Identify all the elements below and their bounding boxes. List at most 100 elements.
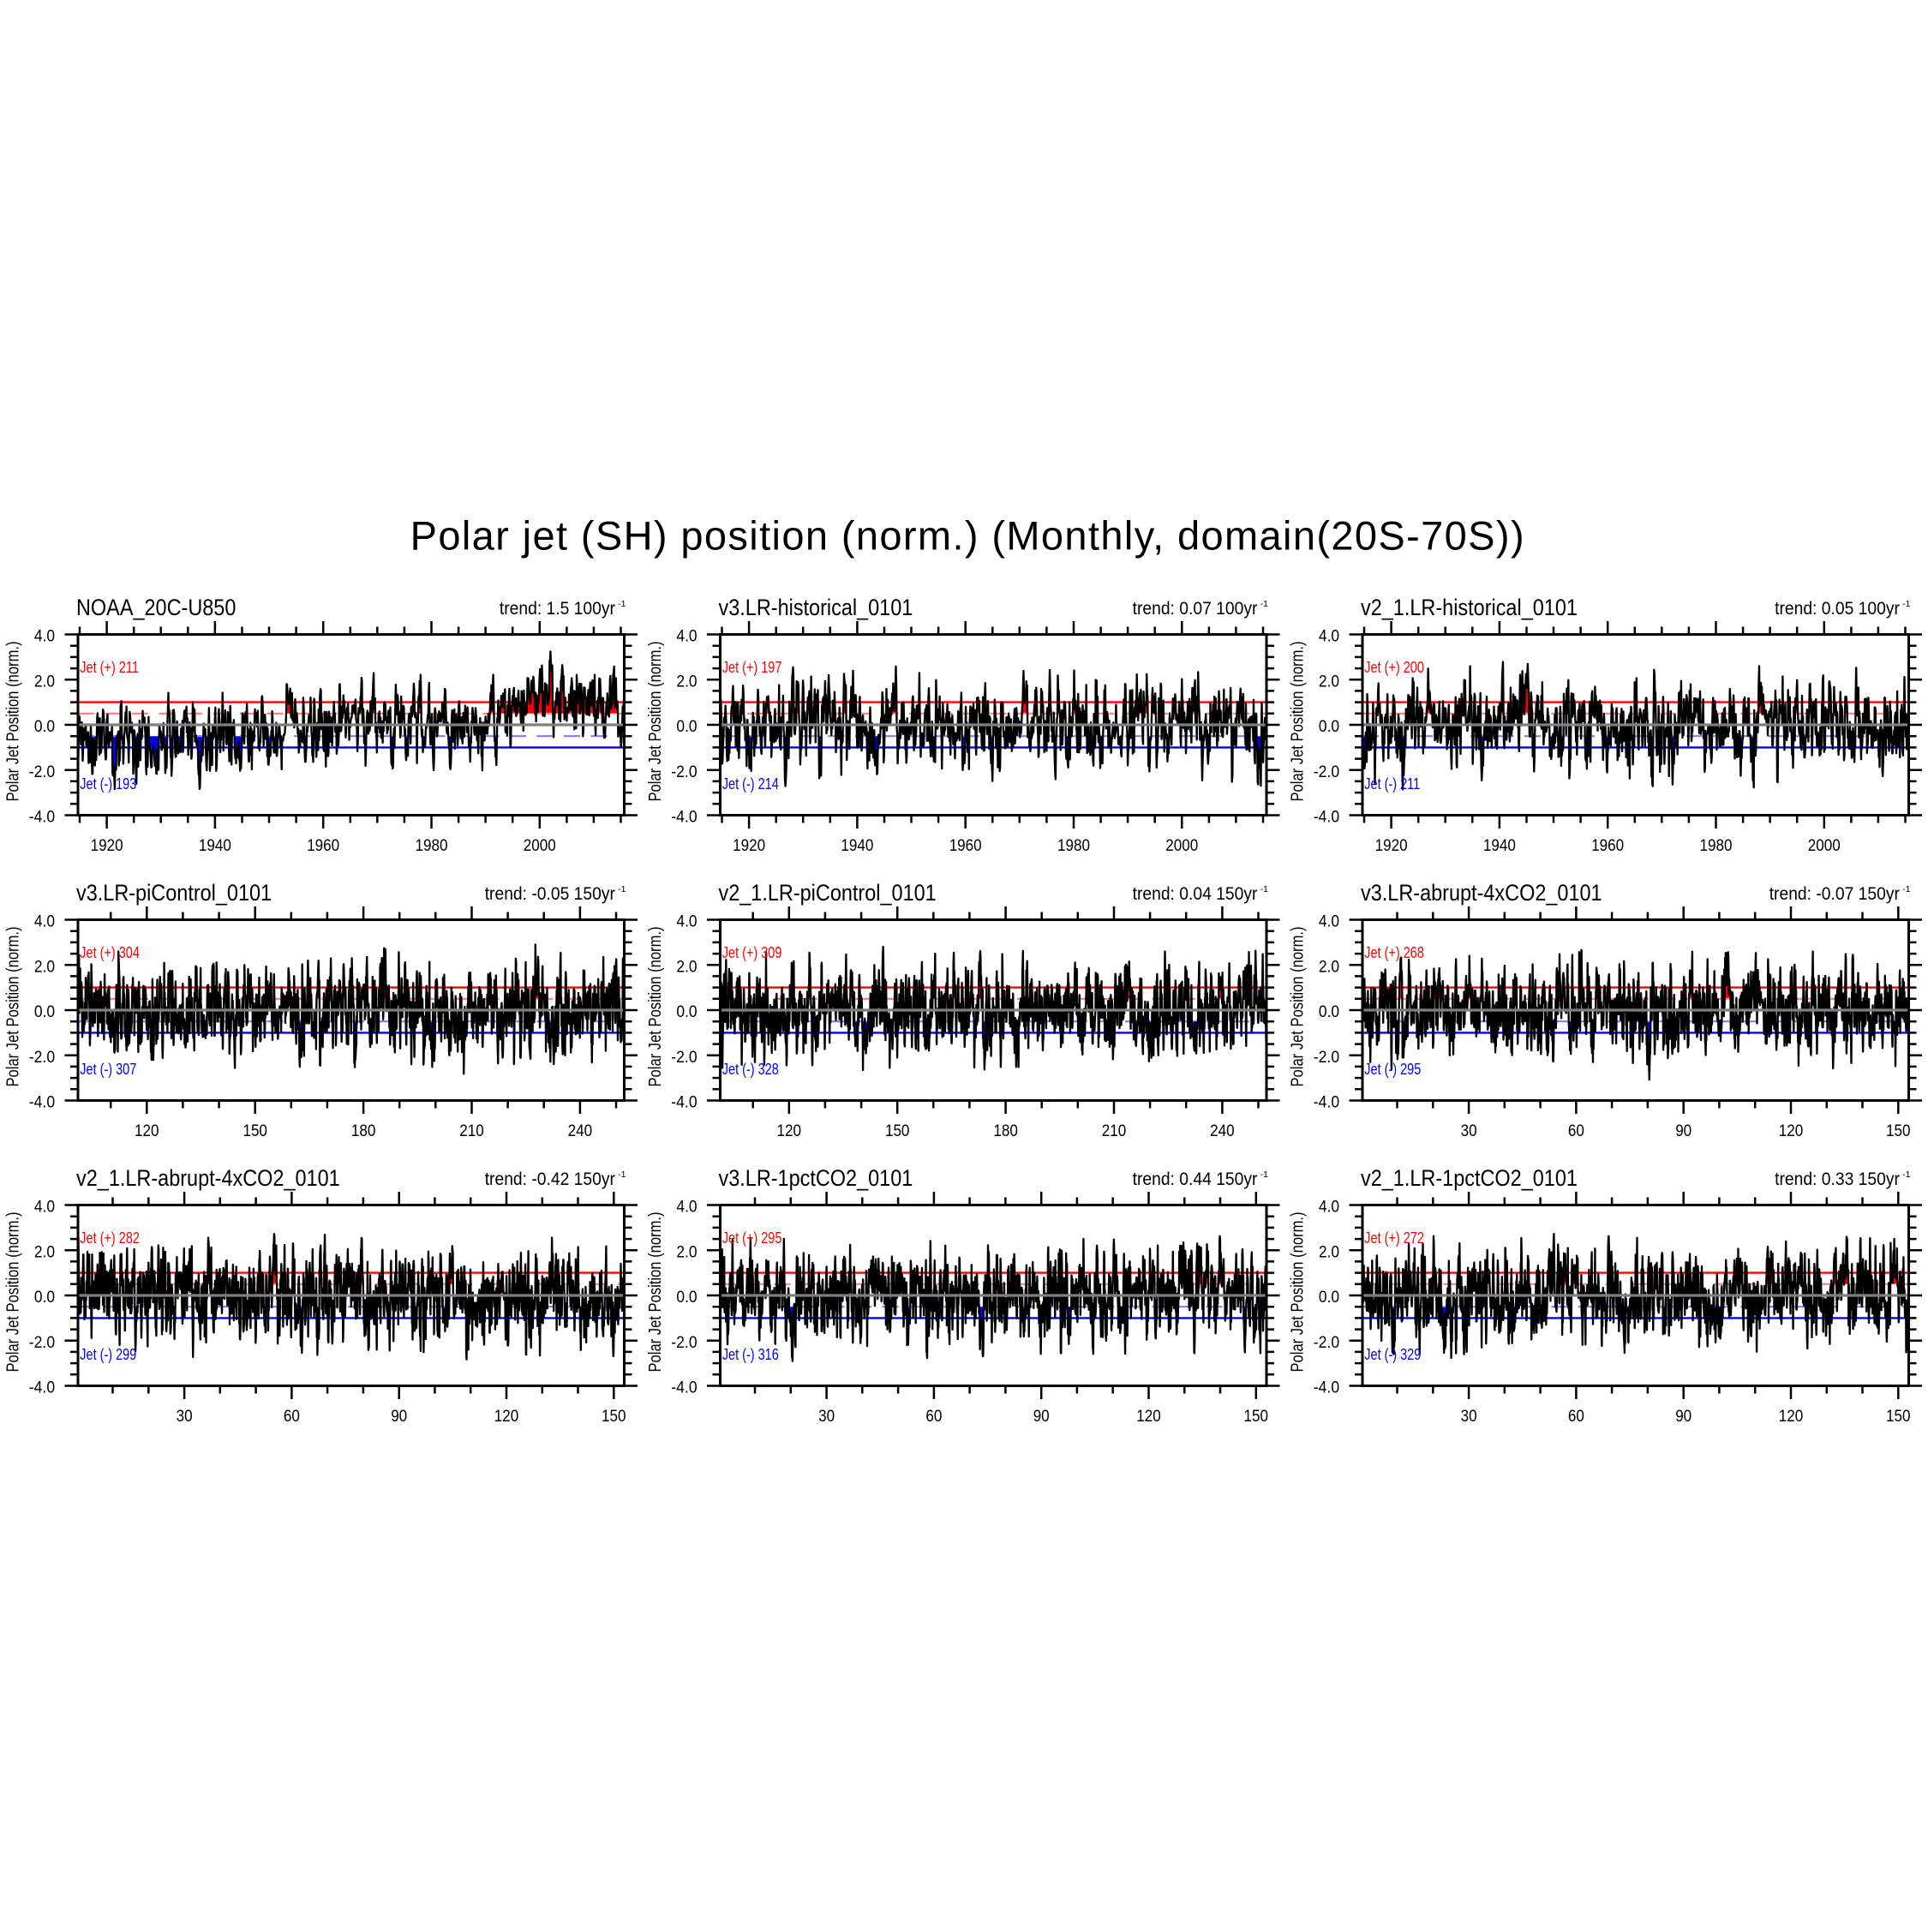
svg-text:-4.0: -4.0 (671, 1379, 697, 1397)
svg-text:150: 150 (242, 1122, 267, 1140)
svg-text:240: 240 (1210, 1122, 1235, 1140)
svg-text:-2.0: -2.0 (1314, 763, 1339, 781)
svg-text:trend: 0.44 150yr: trend: 0.44 150yr (1133, 1169, 1258, 1189)
svg-text:60: 60 (284, 1408, 300, 1426)
svg-text:90: 90 (1675, 1122, 1691, 1140)
svg-text:2.0: 2.0 (34, 1243, 55, 1262)
svg-text:210: 210 (1102, 1122, 1127, 1140)
svg-text:30: 30 (177, 1408, 193, 1426)
svg-text:0.0: 0.0 (34, 1288, 55, 1307)
svg-text:2.0: 2.0 (34, 673, 55, 691)
svg-text:90: 90 (1033, 1408, 1050, 1426)
svg-text:1980: 1980 (1057, 837, 1090, 855)
svg-text:150: 150 (1886, 1122, 1911, 1140)
svg-text:Polar Jet Position (norm.): Polar Jet Position (norm.) (3, 1212, 22, 1373)
svg-text:30: 30 (1461, 1122, 1477, 1140)
svg-text:-4.0: -4.0 (671, 808, 697, 827)
svg-text:1920: 1920 (91, 837, 123, 855)
svg-text:0.0: 0.0 (676, 1002, 697, 1021)
svg-text:150: 150 (1244, 1408, 1269, 1426)
svg-text:4.0: 4.0 (676, 912, 697, 931)
svg-text:Jet (-) 328: Jet (-) 328 (722, 1060, 779, 1078)
svg-text:Jet (+) 304: Jet (+) 304 (80, 943, 140, 961)
svg-text:-4.0: -4.0 (1314, 1093, 1339, 1112)
svg-text:Jet (+) 295: Jet (+) 295 (722, 1229, 782, 1247)
svg-text:v3.LR-piControl_0101: v3.LR-piControl_0101 (76, 880, 272, 906)
svg-text:4.0: 4.0 (1319, 1198, 1339, 1217)
svg-text:Polar Jet Position (norm.): Polar Jet Position (norm.) (646, 927, 665, 1087)
svg-text:-1: -1 (618, 599, 626, 609)
svg-text:2.0: 2.0 (1319, 673, 1339, 691)
svg-text:-4.0: -4.0 (1314, 808, 1339, 827)
svg-text:v2_1.LR-abrupt-4xCO2_0101: v2_1.LR-abrupt-4xCO2_0101 (76, 1165, 340, 1191)
svg-text:-4.0: -4.0 (29, 808, 55, 827)
svg-text:0.0: 0.0 (1319, 1288, 1339, 1307)
svg-text:2.0: 2.0 (1319, 958, 1339, 977)
svg-text:0.0: 0.0 (34, 1002, 55, 1021)
svg-text:60: 60 (1568, 1122, 1584, 1140)
svg-text:Polar Jet Position (norm.): Polar Jet Position (norm.) (1288, 642, 1307, 802)
svg-text:180: 180 (993, 1122, 1018, 1140)
svg-text:150: 150 (602, 1408, 626, 1426)
svg-text:Jet (-) 193: Jet (-) 193 (80, 775, 136, 793)
svg-text:-2.0: -2.0 (671, 763, 697, 781)
svg-text:Jet (+) 211: Jet (+) 211 (80, 658, 139, 676)
svg-text:-1: -1 (1902, 1169, 1910, 1180)
svg-text:2000: 2000 (1165, 837, 1198, 855)
svg-text:1940: 1940 (1483, 837, 1516, 855)
svg-text:Jet (+) 200: Jet (+) 200 (1364, 658, 1424, 676)
svg-text:-4.0: -4.0 (29, 1379, 55, 1397)
svg-text:180: 180 (351, 1122, 376, 1140)
svg-text:Jet (+) 268: Jet (+) 268 (1364, 943, 1424, 961)
svg-text:120: 120 (494, 1408, 519, 1426)
svg-text:4.0: 4.0 (34, 627, 55, 646)
svg-text:-1: -1 (618, 1169, 626, 1180)
svg-text:Polar Jet Position (norm.): Polar Jet Position (norm.) (3, 927, 22, 1087)
svg-text:4.0: 4.0 (676, 627, 697, 646)
svg-text:trend: 0.04 150yr: trend: 0.04 150yr (1133, 884, 1258, 904)
svg-text:1920: 1920 (733, 837, 765, 855)
svg-text:2.0: 2.0 (676, 1243, 697, 1262)
svg-text:Jet (-) 329: Jet (-) 329 (1364, 1345, 1421, 1363)
svg-text:60: 60 (925, 1408, 942, 1426)
svg-text:1960: 1960 (307, 837, 339, 855)
svg-text:trend: -0.05 150yr: trend: -0.05 150yr (485, 884, 615, 904)
svg-text:Jet (-) 295: Jet (-) 295 (1364, 1060, 1421, 1078)
svg-text:150: 150 (1886, 1408, 1911, 1426)
svg-text:trend: 0.33 150yr: trend: 0.33 150yr (1775, 1169, 1900, 1189)
svg-text:Jet (+) 282: Jet (+) 282 (80, 1229, 140, 1247)
svg-text:Polar Jet Position (norm.): Polar Jet Position (norm.) (646, 1212, 665, 1373)
svg-text:-2.0: -2.0 (29, 1048, 55, 1067)
svg-text:-1: -1 (1260, 884, 1268, 894)
svg-text:1940: 1940 (199, 837, 231, 855)
svg-text:-2.0: -2.0 (29, 763, 55, 781)
svg-text:Polar Jet Position (norm.): Polar Jet Position (norm.) (3, 642, 22, 802)
svg-text:2.0: 2.0 (34, 958, 55, 977)
svg-text:-1: -1 (1260, 1169, 1268, 1180)
svg-text:2.0: 2.0 (1319, 1243, 1339, 1262)
svg-text:1940: 1940 (841, 837, 873, 855)
svg-text:Jet (+) 309: Jet (+) 309 (722, 943, 782, 961)
svg-text:0.0: 0.0 (1319, 717, 1339, 736)
svg-text:Jet (-) 316: Jet (-) 316 (722, 1345, 779, 1363)
svg-text:2.0: 2.0 (676, 673, 697, 691)
svg-text:120: 120 (1779, 1122, 1804, 1140)
svg-text:trend: -0.42 150yr: trend: -0.42 150yr (485, 1169, 615, 1189)
svg-text:Jet (-) 307: Jet (-) 307 (80, 1060, 136, 1078)
svg-text:0.0: 0.0 (34, 717, 55, 736)
svg-text:-1: -1 (618, 884, 626, 894)
svg-text:30: 30 (1461, 1408, 1477, 1426)
svg-text:90: 90 (1675, 1408, 1691, 1426)
svg-text:-4.0: -4.0 (671, 1093, 697, 1112)
svg-text:-4.0: -4.0 (1314, 1379, 1339, 1397)
svg-text:1980: 1980 (1700, 837, 1733, 855)
svg-text:-1: -1 (1902, 884, 1910, 894)
svg-text:4.0: 4.0 (1319, 627, 1339, 646)
svg-text:trend: 1.5 100yr: trend: 1.5 100yr (500, 599, 615, 619)
svg-text:210: 210 (459, 1122, 484, 1140)
svg-text:90: 90 (391, 1408, 407, 1426)
svg-text:0.0: 0.0 (676, 1288, 697, 1307)
svg-text:Jet (+) 272: Jet (+) 272 (1364, 1229, 1424, 1247)
svg-text:Polar Jet Position (norm.): Polar Jet Position (norm.) (1288, 1212, 1307, 1373)
svg-text:2000: 2000 (524, 837, 556, 855)
